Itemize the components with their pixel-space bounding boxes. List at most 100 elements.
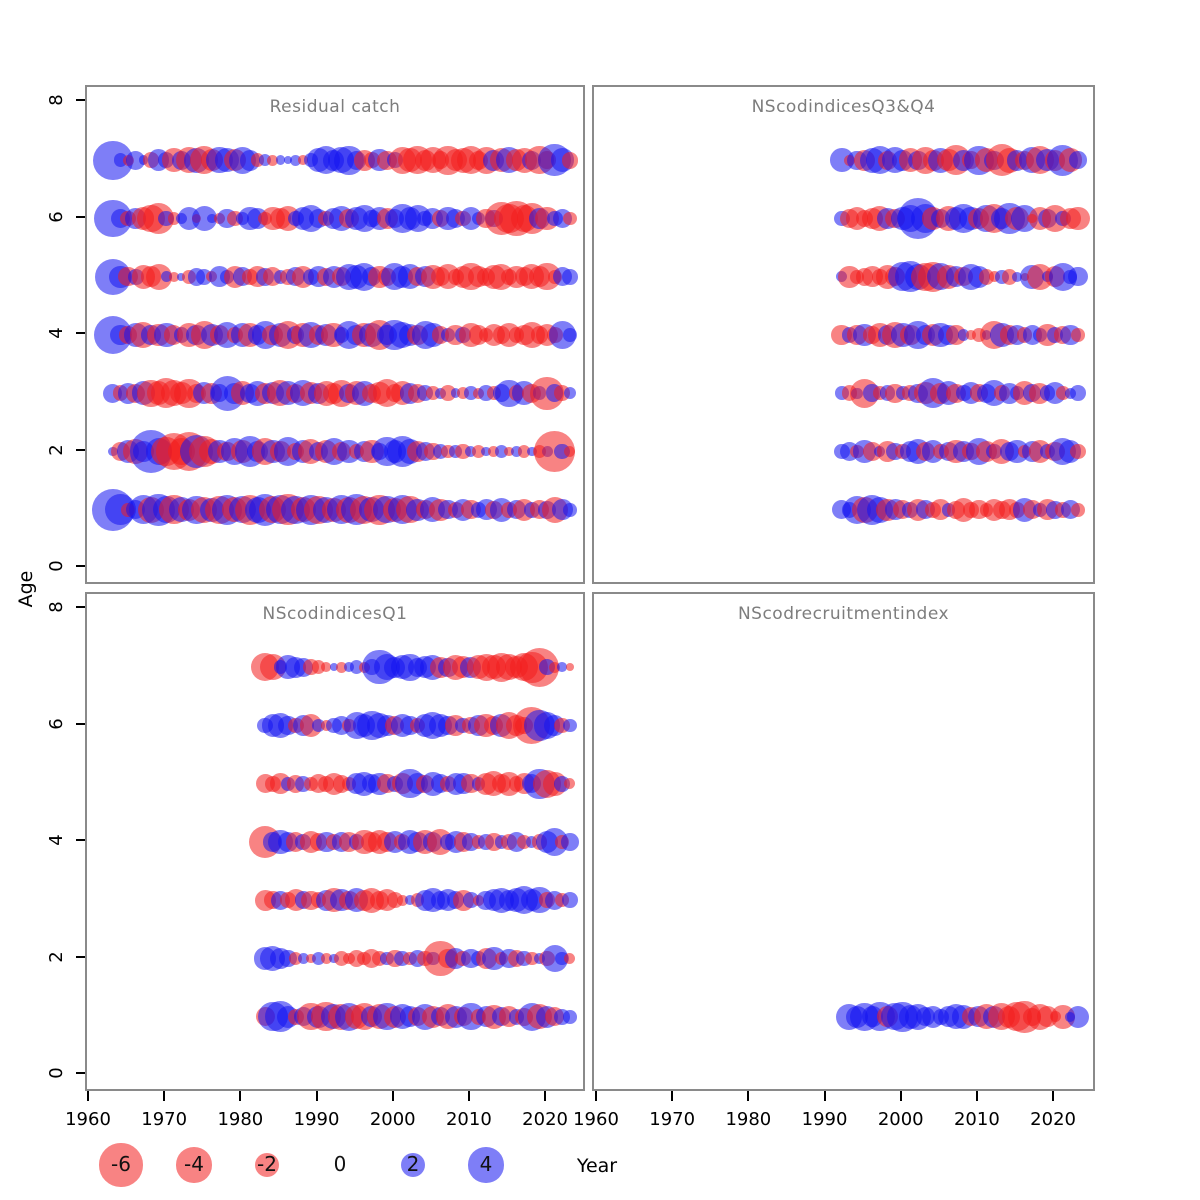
residual-bubble	[275, 155, 286, 166]
x-axis-tick-label: 2000	[877, 1109, 924, 1130]
legend-value-label: 2	[406, 1152, 420, 1176]
residual-bubble	[177, 272, 186, 281]
y-axis-tick-label: 8	[46, 94, 67, 106]
residual-bubble	[563, 387, 577, 400]
legend-value-label: -2	[257, 1152, 277, 1176]
residual-bubble	[465, 445, 477, 458]
residual-bubble	[297, 952, 309, 965]
x-axis-tick	[239, 1091, 242, 1101]
x-axis-tick-label: 2000	[369, 1109, 416, 1130]
y-axis-tick-label: 0	[46, 1067, 67, 1079]
residual-bubble	[481, 446, 491, 457]
y-axis-tick	[76, 606, 85, 608]
legend-bubble-negative	[254, 1152, 280, 1178]
legend-value-label: 0	[333, 1152, 347, 1176]
x-axis-tick	[87, 1091, 89, 1101]
panel-title-nscodrecruitmentindex: NScodrecruitmentindex	[737, 604, 950, 624]
panel-title-nscodindices-q1: NScodindicesQ1	[262, 604, 408, 624]
x-axis-tick	[467, 1091, 470, 1101]
residual-bubble	[1066, 206, 1090, 231]
residual-bubble	[1070, 443, 1086, 460]
x-axis-tick-label: 1960	[65, 1109, 111, 1130]
x-axis-tick-label: 2010	[953, 1109, 1000, 1130]
x-axis-tick-label: 2020	[522, 1109, 568, 1130]
x-axis-tick-label: 1990	[801, 1109, 848, 1130]
x-axis-tick	[823, 1091, 826, 1101]
residual-bubble	[290, 154, 302, 166]
y-axis-tick	[76, 722, 85, 725]
residual-bubble	[207, 213, 217, 224]
residual-bubble	[321, 662, 331, 673]
residual-bubble	[966, 330, 977, 340]
residual-bubble	[564, 445, 576, 458]
x-axis-tick	[747, 1091, 750, 1101]
panel-title-nscodindices-q3q4: NScodindicesQ3&Q4	[751, 97, 936, 117]
y-axis-title: Age	[15, 570, 37, 608]
y-axis-tick	[76, 1072, 85, 1074]
panel-nscodindices-q1: NScodindicesQ1	[85, 592, 585, 1091]
x-axis-tick-label: 2010	[445, 1109, 492, 1130]
x-axis-tick-label: 1970	[141, 1109, 188, 1130]
x-axis-title: Year	[576, 1155, 618, 1177]
residual-bubble	[504, 446, 514, 457]
residual-bubble	[563, 718, 577, 733]
panel-title-residual-catch: Residual catch	[269, 97, 401, 117]
residual-bubble	[958, 329, 970, 341]
y-axis-tick-label: 2	[46, 950, 67, 963]
y-axis-tick	[76, 448, 85, 451]
y-axis-tick	[76, 839, 85, 841]
residual-bubble	[563, 328, 577, 342]
residual-bubble	[450, 388, 461, 399]
legend-bubble-positive	[468, 1147, 504, 1183]
x-axis-tick	[595, 1091, 597, 1101]
residual-bubble	[1071, 328, 1085, 342]
residual-bubble	[557, 662, 568, 673]
x-axis-tick	[391, 1091, 394, 1101]
residual-bubble	[1068, 267, 1088, 287]
residual-bubble	[561, 833, 579, 851]
residual-bubble	[1012, 271, 1022, 282]
residual-bubble	[563, 211, 577, 226]
x-axis-tick-label: 1980	[217, 1109, 264, 1130]
y-axis-tick-label: 6	[46, 717, 67, 730]
residual-bubble	[298, 155, 309, 166]
panel-nscodindices-q3q4: NScodindicesQ3&Q4	[592, 85, 1095, 584]
residual-bubble	[306, 953, 316, 964]
residual-bubble	[160, 271, 172, 283]
residual-bubble	[527, 446, 537, 457]
x-axis-tick	[1052, 1091, 1055, 1101]
y-axis-tick	[76, 215, 85, 218]
residual-bubble	[329, 663, 338, 672]
x-axis-tick	[671, 1091, 674, 1101]
residual-bubble	[335, 661, 347, 673]
residual-bubble	[168, 271, 179, 282]
legend-bubble-positive	[400, 1152, 426, 1178]
y-axis-tick	[76, 955, 85, 958]
panel-nscodrecruitmentindex: NScodrecruitmentindex	[592, 592, 1095, 1091]
residual-bubble	[267, 154, 279, 166]
y-axis-tick	[76, 565, 85, 567]
legend-value-label: -4	[184, 1152, 204, 1176]
x-axis-tick-label: 1960	[573, 1109, 619, 1130]
x-axis-tick	[315, 1091, 318, 1101]
legend-value-label: 4	[479, 1152, 493, 1176]
y-axis-tick	[76, 332, 85, 334]
x-axis-tick-label: 1970	[649, 1109, 696, 1130]
residual-bubble	[511, 445, 523, 458]
residual-bubble	[1066, 1005, 1090, 1028]
y-axis-tick-label: 4	[46, 834, 67, 846]
panel-residual-catch: Residual catch	[85, 85, 585, 584]
x-axis-tick	[163, 1091, 166, 1101]
residual-bubble	[549, 661, 561, 673]
residual-bubble	[1070, 385, 1086, 402]
y-axis-tick-label: 8	[46, 601, 67, 613]
residual-bubble	[564, 952, 576, 965]
residual-bubble	[488, 445, 500, 458]
residual-bubble	[284, 156, 292, 165]
residual-bubble	[561, 151, 579, 169]
y-axis-tick-label: 0	[46, 560, 67, 572]
residual-bubble	[562, 268, 578, 285]
x-axis-tick-label: 1980	[725, 1109, 772, 1130]
residual-bubble	[1071, 502, 1085, 517]
y-axis-tick	[76, 99, 85, 101]
